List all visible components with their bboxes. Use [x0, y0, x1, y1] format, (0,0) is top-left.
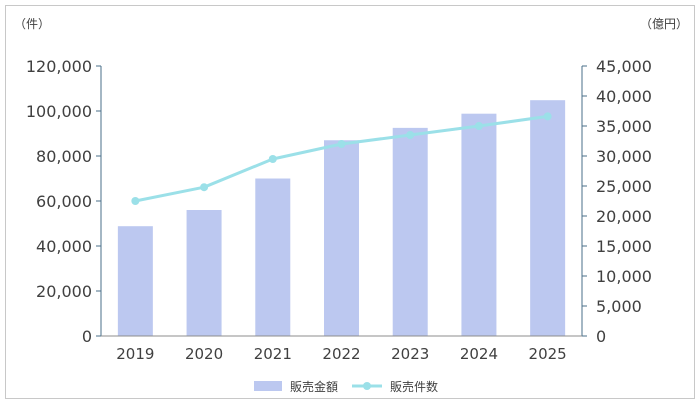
axes: [96, 65, 587, 337]
right-axis-ticks: 0 5,000 10,000 15,000 20,000 25,000 30,000 35,0…: [596, 57, 652, 346]
line-point-2022: [337, 140, 346, 148]
line-series: [131, 112, 552, 205]
right-tick-label: 10,000: [596, 267, 652, 286]
left-tick-label: 120,000: [26, 57, 92, 76]
legend: 販売金額 販売件数: [254, 379, 438, 394]
right-tick-label: 35,000: [596, 117, 652, 136]
left-tick-label: 40,000: [36, 237, 92, 256]
right-tick-label: 15,000: [596, 237, 652, 256]
right-axis-unit: （億円）: [640, 17, 688, 31]
right-tick-label: 40,000: [596, 87, 652, 106]
legend-line-label: 販売件数: [390, 379, 438, 394]
category-label: 2024: [460, 345, 498, 363]
bar-2025: [530, 100, 566, 336]
legend-bar-label: 販売金額: [290, 379, 338, 394]
bar-2021: [255, 178, 291, 336]
right-tick-label: 45,000: [596, 57, 652, 76]
category-label: 2025: [529, 345, 567, 363]
bar-2019: [117, 226, 153, 336]
bar-2022: [324, 140, 359, 336]
category-labels: 2019 2020 2021 2022 2023 2024 2025: [116, 345, 566, 363]
legend-line-marker: [363, 382, 371, 390]
bar-2020: [186, 210, 222, 336]
line-point-2025: [543, 112, 552, 121]
bar-2024: [461, 113, 497, 336]
left-axis-ticks: 0 20,000 40,000 60,000 80,000 100,000 120,000: [26, 57, 92, 346]
line-point-2019: [131, 197, 140, 205]
right-tick-label: 0: [596, 327, 606, 346]
legend-bar-swatch: [254, 381, 282, 391]
right-tick-label: 25,000: [596, 177, 652, 196]
bar-2023: [392, 127, 428, 336]
left-tick-label: 100,000: [26, 102, 92, 121]
right-tick-label: 5,000: [596, 297, 642, 316]
right-tick-label: 20,000: [596, 207, 652, 226]
category-label: 2020: [185, 345, 223, 363]
category-label: 2019: [116, 345, 154, 363]
bar-series: [117, 100, 566, 336]
left-tick-label: 0: [82, 327, 92, 346]
line-point-2024: [474, 122, 483, 130]
left-tick-label: 80,000: [36, 147, 92, 166]
left-tick-label: 60,000: [36, 192, 92, 211]
category-label: 2023: [391, 345, 429, 363]
line-point-2021: [268, 155, 277, 163]
left-axis-unit: （件）: [14, 17, 50, 31]
category-label: 2022: [322, 345, 360, 363]
right-tick-label: 30,000: [596, 147, 652, 166]
line-point-2023: [406, 131, 415, 139]
line-point-2020: [200, 183, 209, 192]
left-tick-label: 20,000: [36, 282, 92, 301]
category-label: 2021: [254, 345, 292, 363]
